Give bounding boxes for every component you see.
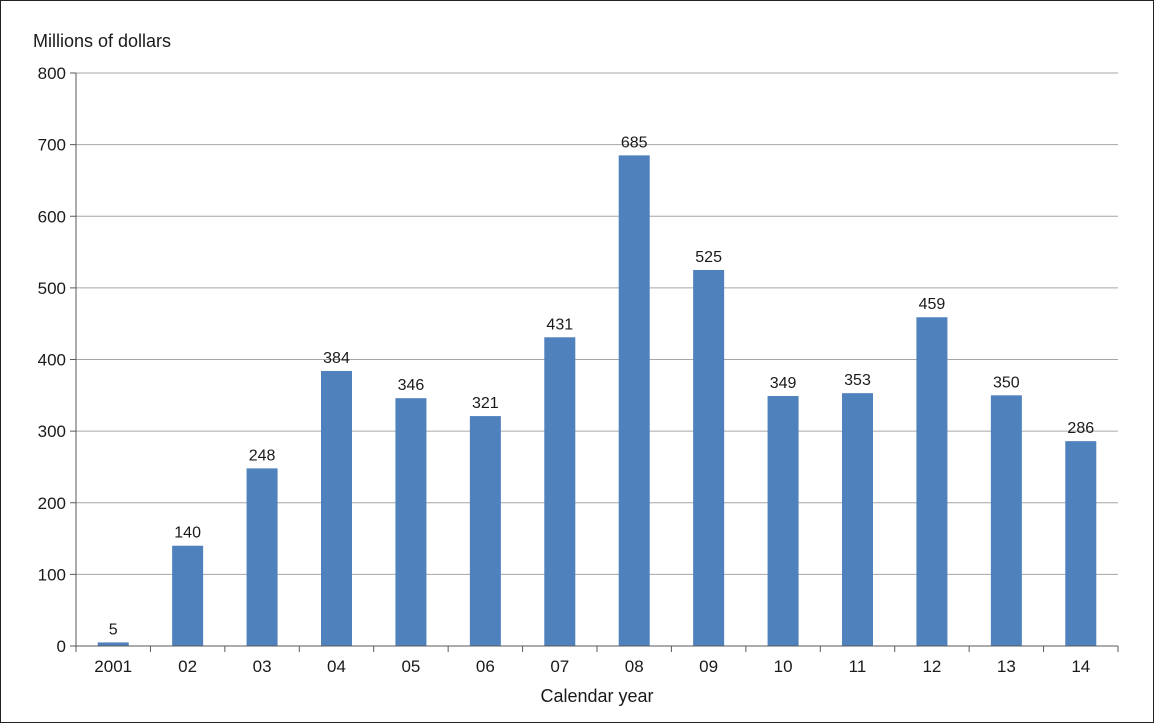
y-axis-title: Millions of dollars: [33, 31, 171, 51]
x-tick-label: 11: [849, 657, 867, 676]
bar: [842, 393, 873, 646]
y-tick-label: 100: [38, 565, 66, 584]
x-tick-label: 09: [699, 657, 718, 676]
data-label: 346: [398, 377, 425, 394]
data-label: 349: [770, 375, 797, 392]
bar: [321, 370, 352, 646]
data-label: 140: [174, 525, 201, 542]
x-tick-label: 02: [178, 657, 197, 676]
y-tick-label: 600: [38, 207, 66, 226]
bar: [172, 545, 204, 646]
x-tick-label: 14: [1071, 657, 1090, 676]
data-label: 685: [621, 134, 648, 151]
data-label: 353: [844, 372, 871, 389]
data-label: 431: [546, 316, 573, 333]
labels: 0 100 200 300 400 500 600 700 800 5 2001 140 02 248 03…: [38, 64, 1095, 676]
x-tick-label: 03: [253, 657, 272, 676]
data-label: 5: [109, 621, 118, 638]
x-tick-label: 13: [997, 657, 1016, 676]
x-tick-label: 10: [774, 657, 793, 676]
x-tick-label: 06: [476, 657, 495, 676]
bar: [990, 395, 1022, 646]
gridlines: [76, 72, 1118, 575]
data-label: 525: [695, 249, 722, 266]
bar: [544, 337, 576, 646]
x-tick-label: 04: [327, 657, 346, 676]
bar: [1065, 441, 1097, 646]
data-label: 459: [919, 296, 946, 313]
x-tick-label: 05: [401, 657, 420, 676]
data-label: 286: [1067, 420, 1094, 437]
x-tick-label: 2001: [94, 657, 132, 676]
bar: [469, 416, 501, 646]
y-tick-label: 300: [38, 422, 66, 441]
y-tick-label: 800: [38, 64, 66, 83]
bar: [246, 468, 278, 646]
data-label: 350: [993, 374, 1020, 391]
bar: [618, 155, 650, 646]
bars: [97, 155, 1097, 646]
bar: [97, 642, 129, 646]
y-tick-label: 0: [57, 637, 66, 656]
bar: [693, 269, 725, 646]
y-tick-label: 400: [38, 351, 66, 370]
x-tick-label: 07: [550, 657, 569, 676]
bar: [395, 398, 427, 646]
bar: [916, 317, 948, 646]
data-label: 384: [323, 350, 350, 367]
y-tick-label: 500: [38, 279, 66, 298]
data-label: 321: [472, 395, 499, 412]
bar: [767, 396, 799, 646]
y-tick-label: 700: [38, 136, 66, 155]
x-tick-label: 12: [922, 657, 941, 676]
x-axis-title: Calendar year: [540, 686, 653, 706]
y-tick-label: 200: [38, 494, 66, 513]
data-label: 248: [249, 447, 276, 464]
axes: [70, 72, 1119, 652]
x-tick-label: 08: [625, 657, 644, 676]
